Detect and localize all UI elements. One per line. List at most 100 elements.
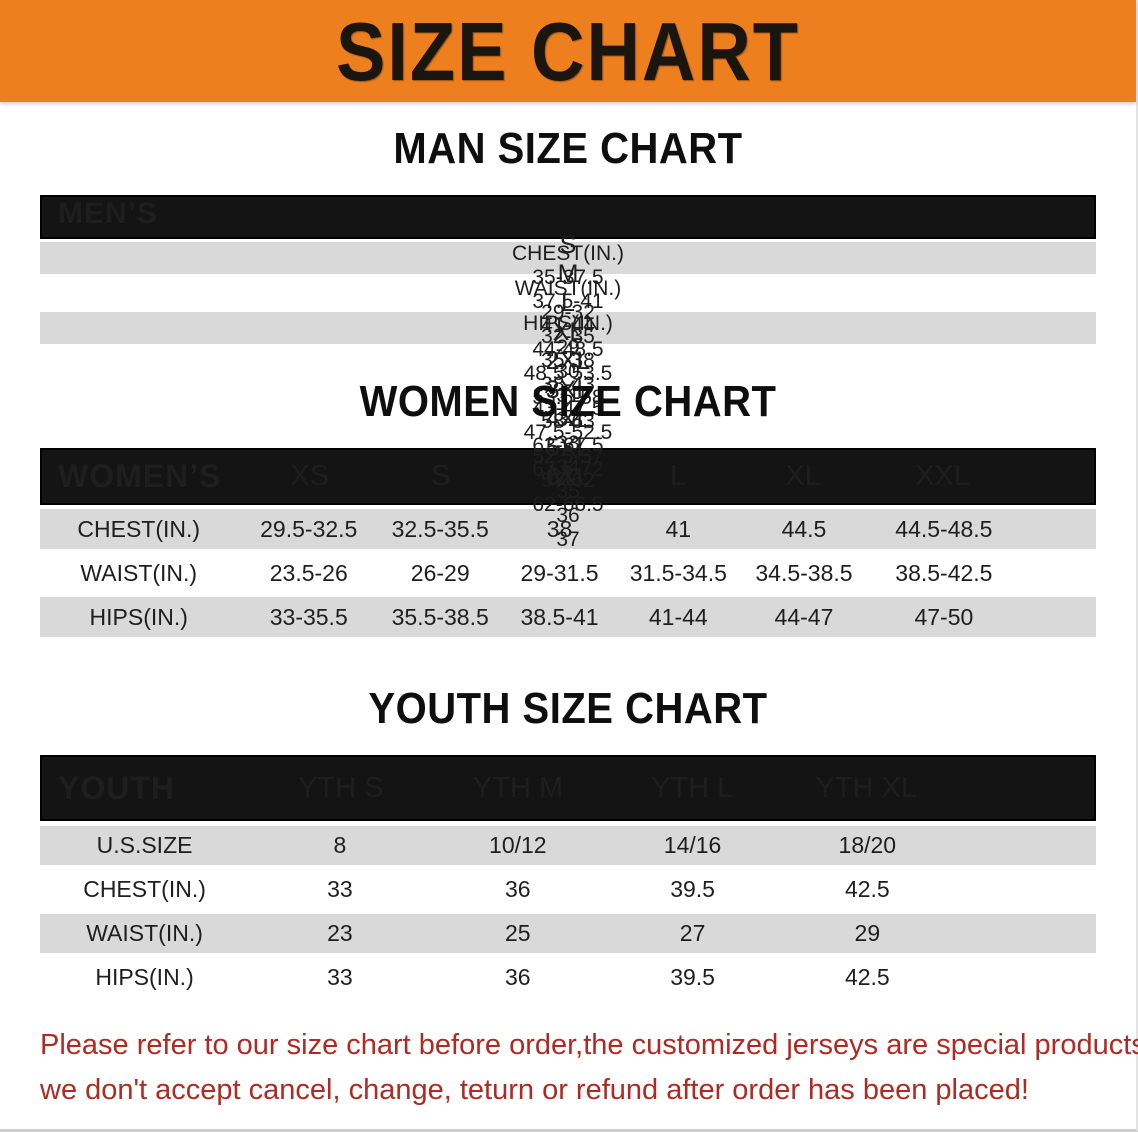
column-header: 6XL — [545, 463, 591, 491]
cell-value: 10/12 — [489, 832, 547, 858]
cell-value: 48.5-53.5 — [523, 362, 613, 385]
cell-value: 63-67.5 — [532, 434, 604, 457]
youth-header-row: YOUTH YTH S YTH M YTH L YTH XL — [40, 755, 1096, 821]
men-chart-heading: MAN SIZE CHART — [393, 125, 743, 173]
column-header: L — [669, 460, 686, 492]
men-table-body: CHEST(IN.) 35-37.5 37.5-41 41-44 44-48.5 48.5… — [40, 242, 1096, 551]
cell-value: 33 — [556, 432, 580, 455]
column-header: XXL — [915, 460, 970, 492]
cell-value: 36 — [505, 876, 531, 902]
table-row: HIPS(IN.) 29 30 31 32 33 34 35 36 37 — [40, 312, 1096, 551]
cell-value: 38-43 — [541, 373, 595, 396]
cell-value: 58-63 — [541, 410, 595, 433]
cell-value: 32-35 — [541, 325, 595, 348]
column-header: YTH S — [298, 771, 384, 804]
cell-value: 29 — [854, 920, 881, 946]
women-chart-heading: WOMEN SIZE CHART — [359, 378, 777, 426]
row-label: U.S.SIZE — [96, 832, 193, 858]
column-header: YTH L — [651, 771, 734, 804]
cell-value: 33 — [327, 964, 353, 990]
cell-value: 29.5-32.5 — [260, 515, 358, 542]
cell-value: 31 — [556, 384, 580, 407]
cell-value: 38 — [546, 515, 573, 542]
table-row: WAIST(IN.) 23 25 27 29 — [40, 914, 1096, 953]
row-label: CHEST(IN.) — [83, 876, 206, 902]
table-row: HIPS(IN.) 33 36 39.5 42.5 — [40, 958, 1096, 997]
column-header: XL — [785, 460, 821, 492]
column-header: S — [559, 231, 577, 259]
cell-value: 31.5-34.5 — [629, 559, 727, 586]
cell-value: 29-31.5 — [520, 559, 599, 586]
column-header: 4XL — [545, 405, 591, 433]
row-label: WAIST(IN.) — [86, 920, 203, 946]
cell-value: 33 — [327, 876, 353, 902]
cell-value: 41-44 — [648, 603, 708, 630]
cell-value: 33-35.5 — [269, 603, 348, 630]
women-table-body: CHEST(IN.) 29.5-32.5 32.5-35.5 38 41 44.5 44.5… — [40, 509, 1096, 637]
cell-value: 35.5-38.5 — [391, 603, 489, 630]
column-header: YTH XL — [815, 771, 917, 804]
table-row: HIPS(IN.) 33-35.5 35.5-38.5 38.5-41 41-44 44-… — [40, 597, 1096, 637]
cell-value: 62-66.5 — [532, 493, 604, 516]
cell-value: 18/20 — [838, 832, 897, 858]
table-row: CHEST(IN.) 35-37.5 37.5-41 41-44 44-48.5 48.5… — [40, 242, 1096, 481]
cell-value: 34 — [556, 456, 580, 479]
women-table-title: WOMEN’S — [58, 458, 222, 494]
column-header: XL — [552, 318, 584, 346]
cell-value: 38.5-42.5 — [895, 559, 993, 586]
youth-size-table: YOUTH YTH S YTH M YTH L YTH XL U.S.SIZE 8 10/… — [40, 755, 1096, 997]
cell-value: 44-48.5 — [532, 338, 604, 361]
men-table-title: MEN’S — [58, 197, 159, 230]
row-label: CHEST(IN.) — [512, 242, 624, 265]
table-row: U.S.SIZE 8 10/12 14/16 18/20 — [40, 826, 1096, 865]
cell-value: 35 — [556, 480, 580, 503]
row-label: WAIST(IN.) — [80, 559, 198, 586]
column-header: XS — [290, 460, 330, 492]
cell-value: 42.5 — [844, 876, 890, 902]
column-header: S — [431, 460, 451, 492]
cell-value: 23 — [327, 920, 353, 946]
table-row: CHEST(IN.) 29.5-32.5 32.5-35.5 38 41 44.5 44.5… — [40, 509, 1096, 549]
cell-value: 67.5-72 — [532, 458, 604, 481]
table-row: WAIST(IN.) 29-32 32-35 35-38 38-43 43-47.5 47.… — [40, 277, 1096, 516]
order-notice: Please refer to our size chart before or… — [0, 1023, 1138, 1113]
cell-value: 52.5-57 — [532, 445, 604, 468]
page-title: SIZE CHART — [336, 4, 800, 98]
cell-value: 14/16 — [663, 832, 722, 858]
cell-value: 30 — [556, 360, 580, 383]
cell-value: 32 — [556, 408, 580, 431]
cell-value: 39.5 — [670, 964, 715, 990]
column-header: 2XL — [545, 347, 591, 375]
cell-value: 35-37.5 — [532, 266, 604, 289]
column-header: 3XL — [545, 376, 591, 404]
table-row: CHEST(IN.) 33 36 39.5 42.5 — [40, 870, 1096, 909]
men-header-row: MEN’S S M L XL 2XL 3XL 4XL 5XL 6XL — [40, 195, 1096, 491]
cell-value: 36 — [556, 504, 580, 527]
row-label: CHEST(IN.) — [77, 515, 201, 542]
cell-value: 35-38 — [541, 349, 595, 372]
column-header: 5XL — [545, 434, 591, 462]
cell-value: 29-32 — [541, 301, 595, 324]
men-size-table: MEN’S S M L XL 2XL 3XL 4XL 5XL 6XL CHEST(IN.) 35-… — [40, 195, 1096, 551]
cell-value: 44.5 — [781, 515, 827, 542]
men-size-section: MAN SIZE CHART MEN’S S M L XL 2XL 3XL 4XL 5XL 6X… — [0, 125, 1136, 551]
cell-value: 39.5 — [670, 876, 715, 902]
cell-value: 53.5-58 — [532, 386, 604, 409]
banner: SIZE CHART — [0, 0, 1136, 102]
women-size-section: WOMEN SIZE CHART WOMEN’S XS S M L XL XXL CHES… — [0, 378, 1136, 637]
cell-value: 47.5-52.5 — [523, 421, 613, 444]
cell-value: 37.5-41 — [532, 290, 604, 313]
cell-value: 26-29 — [410, 559, 470, 586]
row-label: HIPS(IN.) — [523, 312, 613, 335]
cell-value: 36 — [505, 964, 531, 990]
column-header: M — [547, 460, 572, 492]
cell-value: 38.5-41 — [520, 603, 599, 630]
women-header-row: WOMEN’S XS S M L XL XXL — [40, 448, 1096, 505]
column-header: YTH M — [472, 771, 564, 804]
cell-value: 25 — [505, 920, 531, 946]
cell-value: 57-62 — [541, 469, 595, 492]
cell-value: 32.5-35.5 — [391, 515, 489, 542]
cell-value: 43-47.5 — [532, 397, 604, 420]
youth-size-section: YOUTH SIZE CHART YOUTH YTH S YTH M YTH L YT… — [0, 685, 1136, 997]
